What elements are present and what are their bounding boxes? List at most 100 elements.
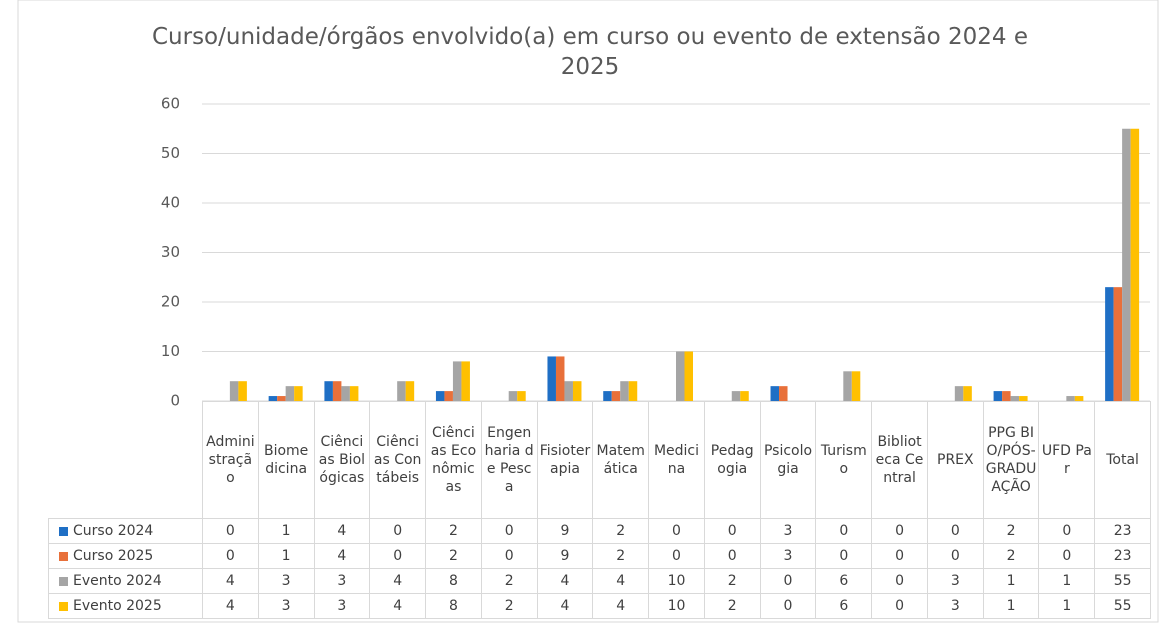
bar xyxy=(435,391,445,401)
legend-label: Evento 2025 xyxy=(73,598,162,614)
bar xyxy=(684,351,693,401)
bar xyxy=(547,356,556,401)
table-cell: 0 xyxy=(871,518,928,544)
legend-entry: Curso 2024 xyxy=(48,518,203,544)
table-cell: 4 xyxy=(202,593,259,619)
title-box: Curso/unidade/órgãos envolvido(a) em cur… xyxy=(152,24,1028,80)
table-cell: 2 xyxy=(592,543,650,569)
category-label: UFD Par xyxy=(1038,401,1096,519)
y-tick-label: 10 xyxy=(161,342,180,360)
bar xyxy=(1010,396,1020,401)
table-cell: 8 xyxy=(425,568,482,594)
category-label: Biblioteca Central xyxy=(871,401,928,519)
table-cell: 4 xyxy=(369,568,427,594)
table-cell: 0 xyxy=(1038,543,1096,569)
table-cell: 0 xyxy=(871,543,928,569)
bar xyxy=(628,381,638,401)
category-label: Turismo xyxy=(815,401,873,519)
category-label: PPG BIO/PÓS-GRADUAÇÃO xyxy=(982,401,1040,519)
bar xyxy=(564,381,573,401)
bar xyxy=(1122,128,1131,401)
category-label: Matemática xyxy=(592,401,650,519)
chart-border xyxy=(17,0,1159,623)
table-cell: 4 xyxy=(592,593,650,619)
table-cell: 2 xyxy=(480,593,538,619)
table-cell: 2 xyxy=(480,568,538,594)
category-label: Medicina xyxy=(648,401,705,519)
table-cell: 4 xyxy=(313,518,371,544)
table-cell: 0 xyxy=(369,518,427,544)
bar xyxy=(740,391,749,401)
table-cell: 1 xyxy=(257,543,315,569)
bar xyxy=(285,386,295,401)
table-cell: 0 xyxy=(759,568,817,594)
table-cell: 0 xyxy=(202,543,259,569)
bar xyxy=(508,391,518,401)
bar xyxy=(397,381,406,401)
table-cell: 3 xyxy=(759,518,817,544)
table-cell: 10 xyxy=(648,568,705,594)
bar xyxy=(349,386,359,401)
table-cell: 0 xyxy=(926,518,984,544)
table-cell: 4 xyxy=(592,568,650,594)
category-label: Administração xyxy=(202,401,259,519)
table-cell: 0 xyxy=(648,543,705,569)
bar xyxy=(770,386,780,401)
table-cell: 3 xyxy=(313,568,371,594)
legend-swatch xyxy=(59,551,68,561)
table-cell: 4 xyxy=(313,543,371,569)
table-cell: 2 xyxy=(703,593,761,619)
table-cell: 2 xyxy=(425,543,482,569)
bar xyxy=(268,396,278,401)
bar xyxy=(603,391,612,401)
bar xyxy=(963,386,972,401)
bar xyxy=(1066,396,1075,401)
category-label: Biomedicina xyxy=(257,401,315,519)
table-cell: 10 xyxy=(648,593,705,619)
table-cell: 4 xyxy=(536,593,594,619)
bar xyxy=(461,361,470,401)
bar xyxy=(676,351,685,401)
bar xyxy=(405,381,415,401)
table-cell: 0 xyxy=(815,543,873,569)
bar xyxy=(1113,287,1123,401)
table-cell: 0 xyxy=(480,543,538,569)
table-cell: 0 xyxy=(871,568,928,594)
table-cell: 0 xyxy=(480,518,538,544)
legend-entry: Evento 2025 xyxy=(48,593,203,619)
table-cell: 8 xyxy=(425,593,482,619)
legend-label: Evento 2024 xyxy=(73,573,162,589)
table-cell: 0 xyxy=(815,518,873,544)
bar xyxy=(229,381,239,401)
bar xyxy=(324,381,333,401)
table-cell: 3 xyxy=(926,593,984,619)
table-cell: 0 xyxy=(759,593,817,619)
legend-label: Curso 2025 xyxy=(73,548,154,564)
bar xyxy=(277,396,286,401)
y-tick-label: 20 xyxy=(161,293,180,311)
table-cell: 23 xyxy=(1094,543,1151,569)
bar xyxy=(341,386,350,401)
y-tick-label: 50 xyxy=(161,144,180,162)
legend-swatch xyxy=(59,601,68,611)
category-label: Engenharia de Pesca xyxy=(480,401,538,519)
bar xyxy=(731,391,741,401)
table-cell: 1 xyxy=(257,518,315,544)
category-label: Ciências Biológicas xyxy=(313,401,371,519)
bar xyxy=(1074,396,1084,401)
bar xyxy=(294,386,303,401)
table-cell: 3 xyxy=(257,593,315,619)
bar xyxy=(779,386,788,401)
table-cell: 2 xyxy=(982,543,1040,569)
bar xyxy=(572,381,582,401)
category-label: Ciências Econômicas xyxy=(425,401,482,519)
table-cell: 55 xyxy=(1094,568,1151,594)
bar xyxy=(851,371,861,401)
table-cell: 1 xyxy=(1038,593,1096,619)
legend-swatch xyxy=(59,576,68,586)
legend-entry: Curso 2025 xyxy=(48,543,203,569)
category-label: Total xyxy=(1094,401,1151,519)
bar xyxy=(444,391,453,401)
table-cell: 0 xyxy=(926,543,984,569)
